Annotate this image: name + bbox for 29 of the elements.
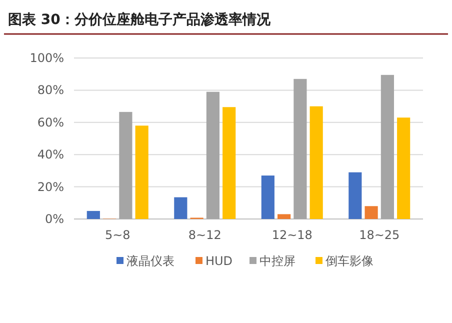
legend-label: 中控屏	[260, 254, 296, 268]
bar	[310, 106, 323, 219]
x-tick-label: 8~12	[188, 228, 222, 242]
x-tick-label: 18~25	[359, 228, 400, 242]
bar	[364, 206, 378, 219]
bar	[278, 214, 291, 219]
bar	[222, 107, 236, 219]
y-tick-label: 20%	[37, 180, 64, 194]
legend-label: 液晶仪表	[126, 254, 174, 268]
bar	[397, 118, 410, 219]
x-tick-label: 12~18	[272, 228, 312, 242]
x-tick-label: 5~8	[104, 228, 130, 242]
bar	[135, 126, 148, 219]
bar	[206, 92, 220, 219]
legend-label: HUD	[206, 254, 233, 268]
bar	[348, 172, 362, 219]
chart-title: 图表 30：分价位座舱电子产品渗透率情况	[8, 11, 272, 28]
bar	[86, 210, 100, 219]
y-tick-label: 80%	[37, 83, 64, 98]
y-tick-label: 40%	[37, 148, 64, 162]
y-tick-label: 100%	[30, 51, 64, 65]
bar	[261, 176, 274, 219]
bar	[294, 78, 307, 219]
bar	[380, 74, 394, 219]
y-tick-label: 60%	[37, 115, 64, 130]
y-tick-label: 0%	[44, 212, 64, 226]
legend-label: 倒车影像	[326, 254, 374, 268]
bar	[174, 197, 188, 219]
bar	[119, 112, 132, 219]
